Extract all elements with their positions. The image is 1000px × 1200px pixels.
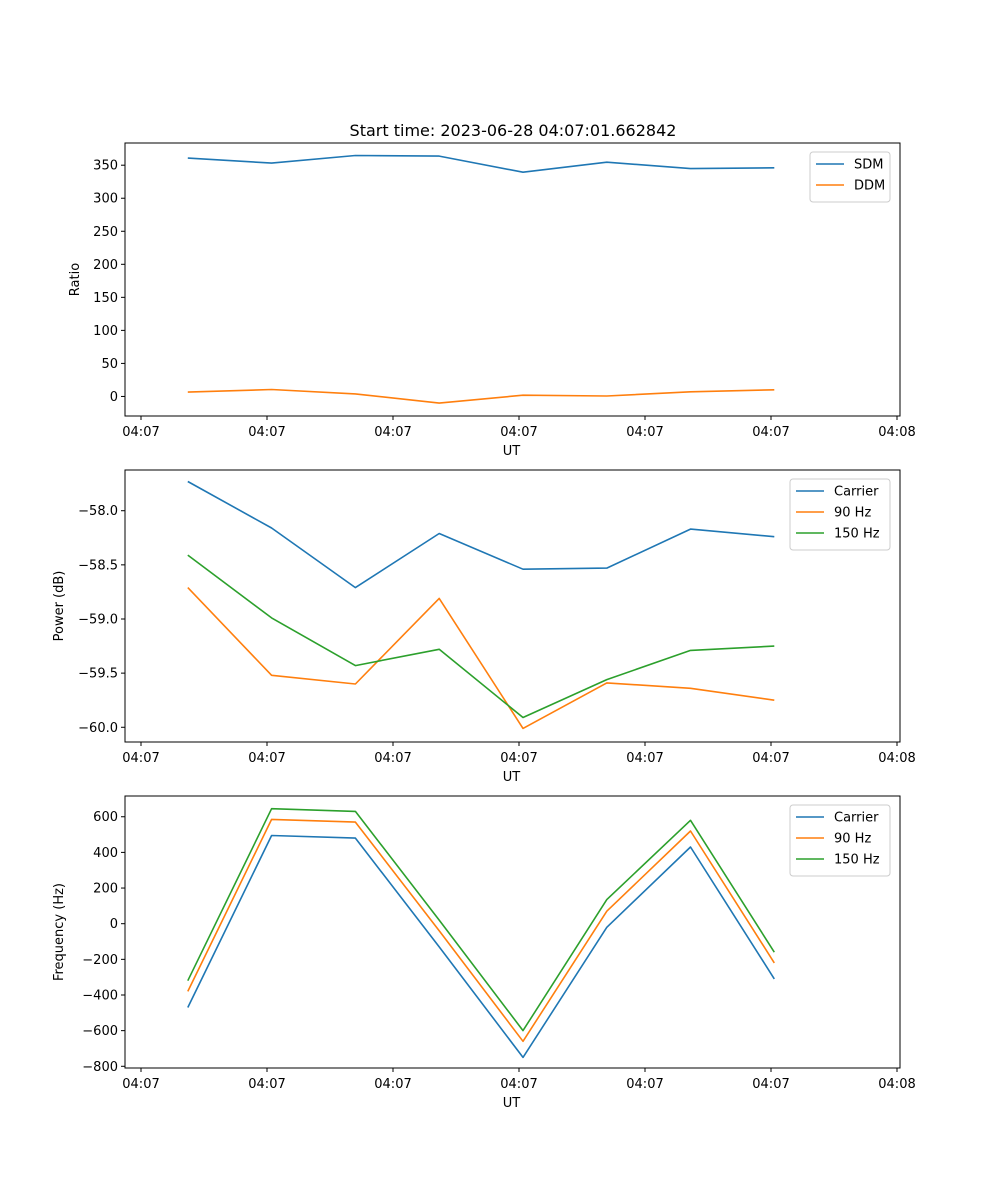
ratio-y-tick-label: 200 (93, 258, 118, 273)
power-y-tick-label: −59.0 (78, 612, 118, 627)
figure-title: Start time: 2023-06-28 04:07:01.662842 (350, 121, 677, 140)
power-legend: Carrier 90 Hz 150 Hz (789, 478, 891, 551)
frequency-y-tick-label: −200 (82, 953, 118, 968)
frequency-legend-label: 150 Hz (834, 853, 880, 868)
ratio-x-tick-label: 04:07 (122, 425, 159, 440)
frequency-series-90-hz-line (187, 818, 775, 1043)
power-x-tick-label: 04:07 (248, 751, 285, 766)
ratio-series-ddm-line (187, 388, 775, 404)
power-x-tick-label: 04:07 (500, 751, 537, 766)
frequency-x-tick-label: 04:08 (878, 1077, 915, 1092)
power-x-tick-label: 04:07 (626, 751, 663, 766)
frequency-x-tick-label: 04:07 (626, 1077, 663, 1092)
power-x-tick-label: 04:08 (878, 751, 915, 766)
ratio-y-tick-label: 250 (93, 225, 118, 240)
power-panel: 04:07 04:07 04:07 04:07 04:07 04:07 04:08 −60.0… (52, 469, 916, 785)
frequency-y-tick-label: 0 (110, 917, 118, 932)
power-series-carrier-line (187, 480, 775, 589)
ratio-x-axis-label: UT (503, 444, 521, 459)
ratio-y-tick-label: 150 (93, 291, 118, 306)
power-x-tick-label: 04:07 (122, 751, 159, 766)
power-y-tick-label: −59.5 (78, 667, 118, 682)
ratio-panel: 04:07 04:07 04:07 04:07 04:07 04:07 04:08 0 50 10… (68, 142, 916, 459)
frequency-y-axis-label: Frequency (Hz) (52, 883, 67, 981)
power-legend-label: 150 Hz (834, 527, 880, 542)
power-series-90-hz-line (187, 587, 775, 730)
ratio-legend-label: DDM (854, 179, 885, 194)
ratio-y-tick-label: 0 (110, 390, 118, 405)
ratio-x-tick-label: 04:07 (626, 425, 663, 440)
frequency-legend: Carrier 90 Hz 150 Hz (789, 804, 891, 877)
frequency-panel: 04:07 04:07 04:07 04:07 04:07 04:07 04:08 −800 −… (52, 795, 916, 1111)
frequency-x-tick-label: 04:07 (500, 1077, 537, 1092)
ratio-y-tick-label: 100 (93, 324, 118, 339)
frequency-y-tick-label: −600 (82, 1024, 118, 1039)
ratio-x-tick-label: 04:07 (500, 425, 537, 440)
power-x-tick-label: 04:07 (752, 751, 789, 766)
frequency-x-tick-label: 04:07 (122, 1077, 159, 1092)
ratio-legend-label: SDM (854, 158, 883, 173)
frequency-y-tick-label: 200 (93, 882, 118, 897)
frequency-y-tick-label: −800 (82, 1060, 118, 1075)
power-legend-label: Carrier (834, 485, 879, 500)
power-y-axis-label: Power (dB) (52, 571, 67, 642)
frequency-series-150-hz-line (187, 807, 775, 1032)
ratio-y-tick-label: 50 (101, 357, 118, 372)
ratio-x-tick-label: 04:07 (248, 425, 285, 440)
ratio-legend: SDM DDM (809, 151, 891, 203)
frequency-y-tick-label: −400 (82, 988, 118, 1003)
frequency-x-axis-label: UT (503, 1096, 521, 1111)
power-y-tick-label: −58.5 (78, 558, 118, 573)
power-legend-label: 90 Hz (834, 506, 871, 521)
frequency-legend-label: Carrier (834, 811, 879, 826)
power-y-tick-label: −58.0 (78, 504, 118, 519)
power-axes-frame (124, 469, 901, 743)
ratio-x-tick-label: 04:07 (752, 425, 789, 440)
frequency-legend-label: 90 Hz (834, 832, 871, 847)
ratio-series-sdm-line (187, 154, 775, 173)
frequency-y-tick-label: 400 (93, 846, 118, 861)
frequency-axes-frame (124, 795, 901, 1069)
power-y-tick-label: −60.0 (78, 721, 118, 736)
frequency-x-tick-label: 04:07 (752, 1077, 789, 1092)
ratio-axes-frame (124, 142, 901, 417)
frequency-x-tick-label: 04:07 (248, 1077, 285, 1092)
ratio-x-tick-label: 04:08 (878, 425, 915, 440)
frequency-series-carrier-line (187, 834, 775, 1059)
frequency-y-tick-label: 600 (93, 810, 118, 825)
ratio-y-tick-label: 300 (93, 192, 118, 207)
ratio-y-tick-label: 350 (93, 159, 118, 174)
frequency-x-tick-label: 04:07 (374, 1077, 411, 1092)
power-series-150-hz-line (187, 554, 775, 719)
ratio-y-axis-label: Ratio (68, 263, 83, 296)
ratio-x-tick-label: 04:07 (374, 425, 411, 440)
power-x-axis-label: UT (503, 770, 521, 785)
power-x-tick-label: 04:07 (374, 751, 411, 766)
